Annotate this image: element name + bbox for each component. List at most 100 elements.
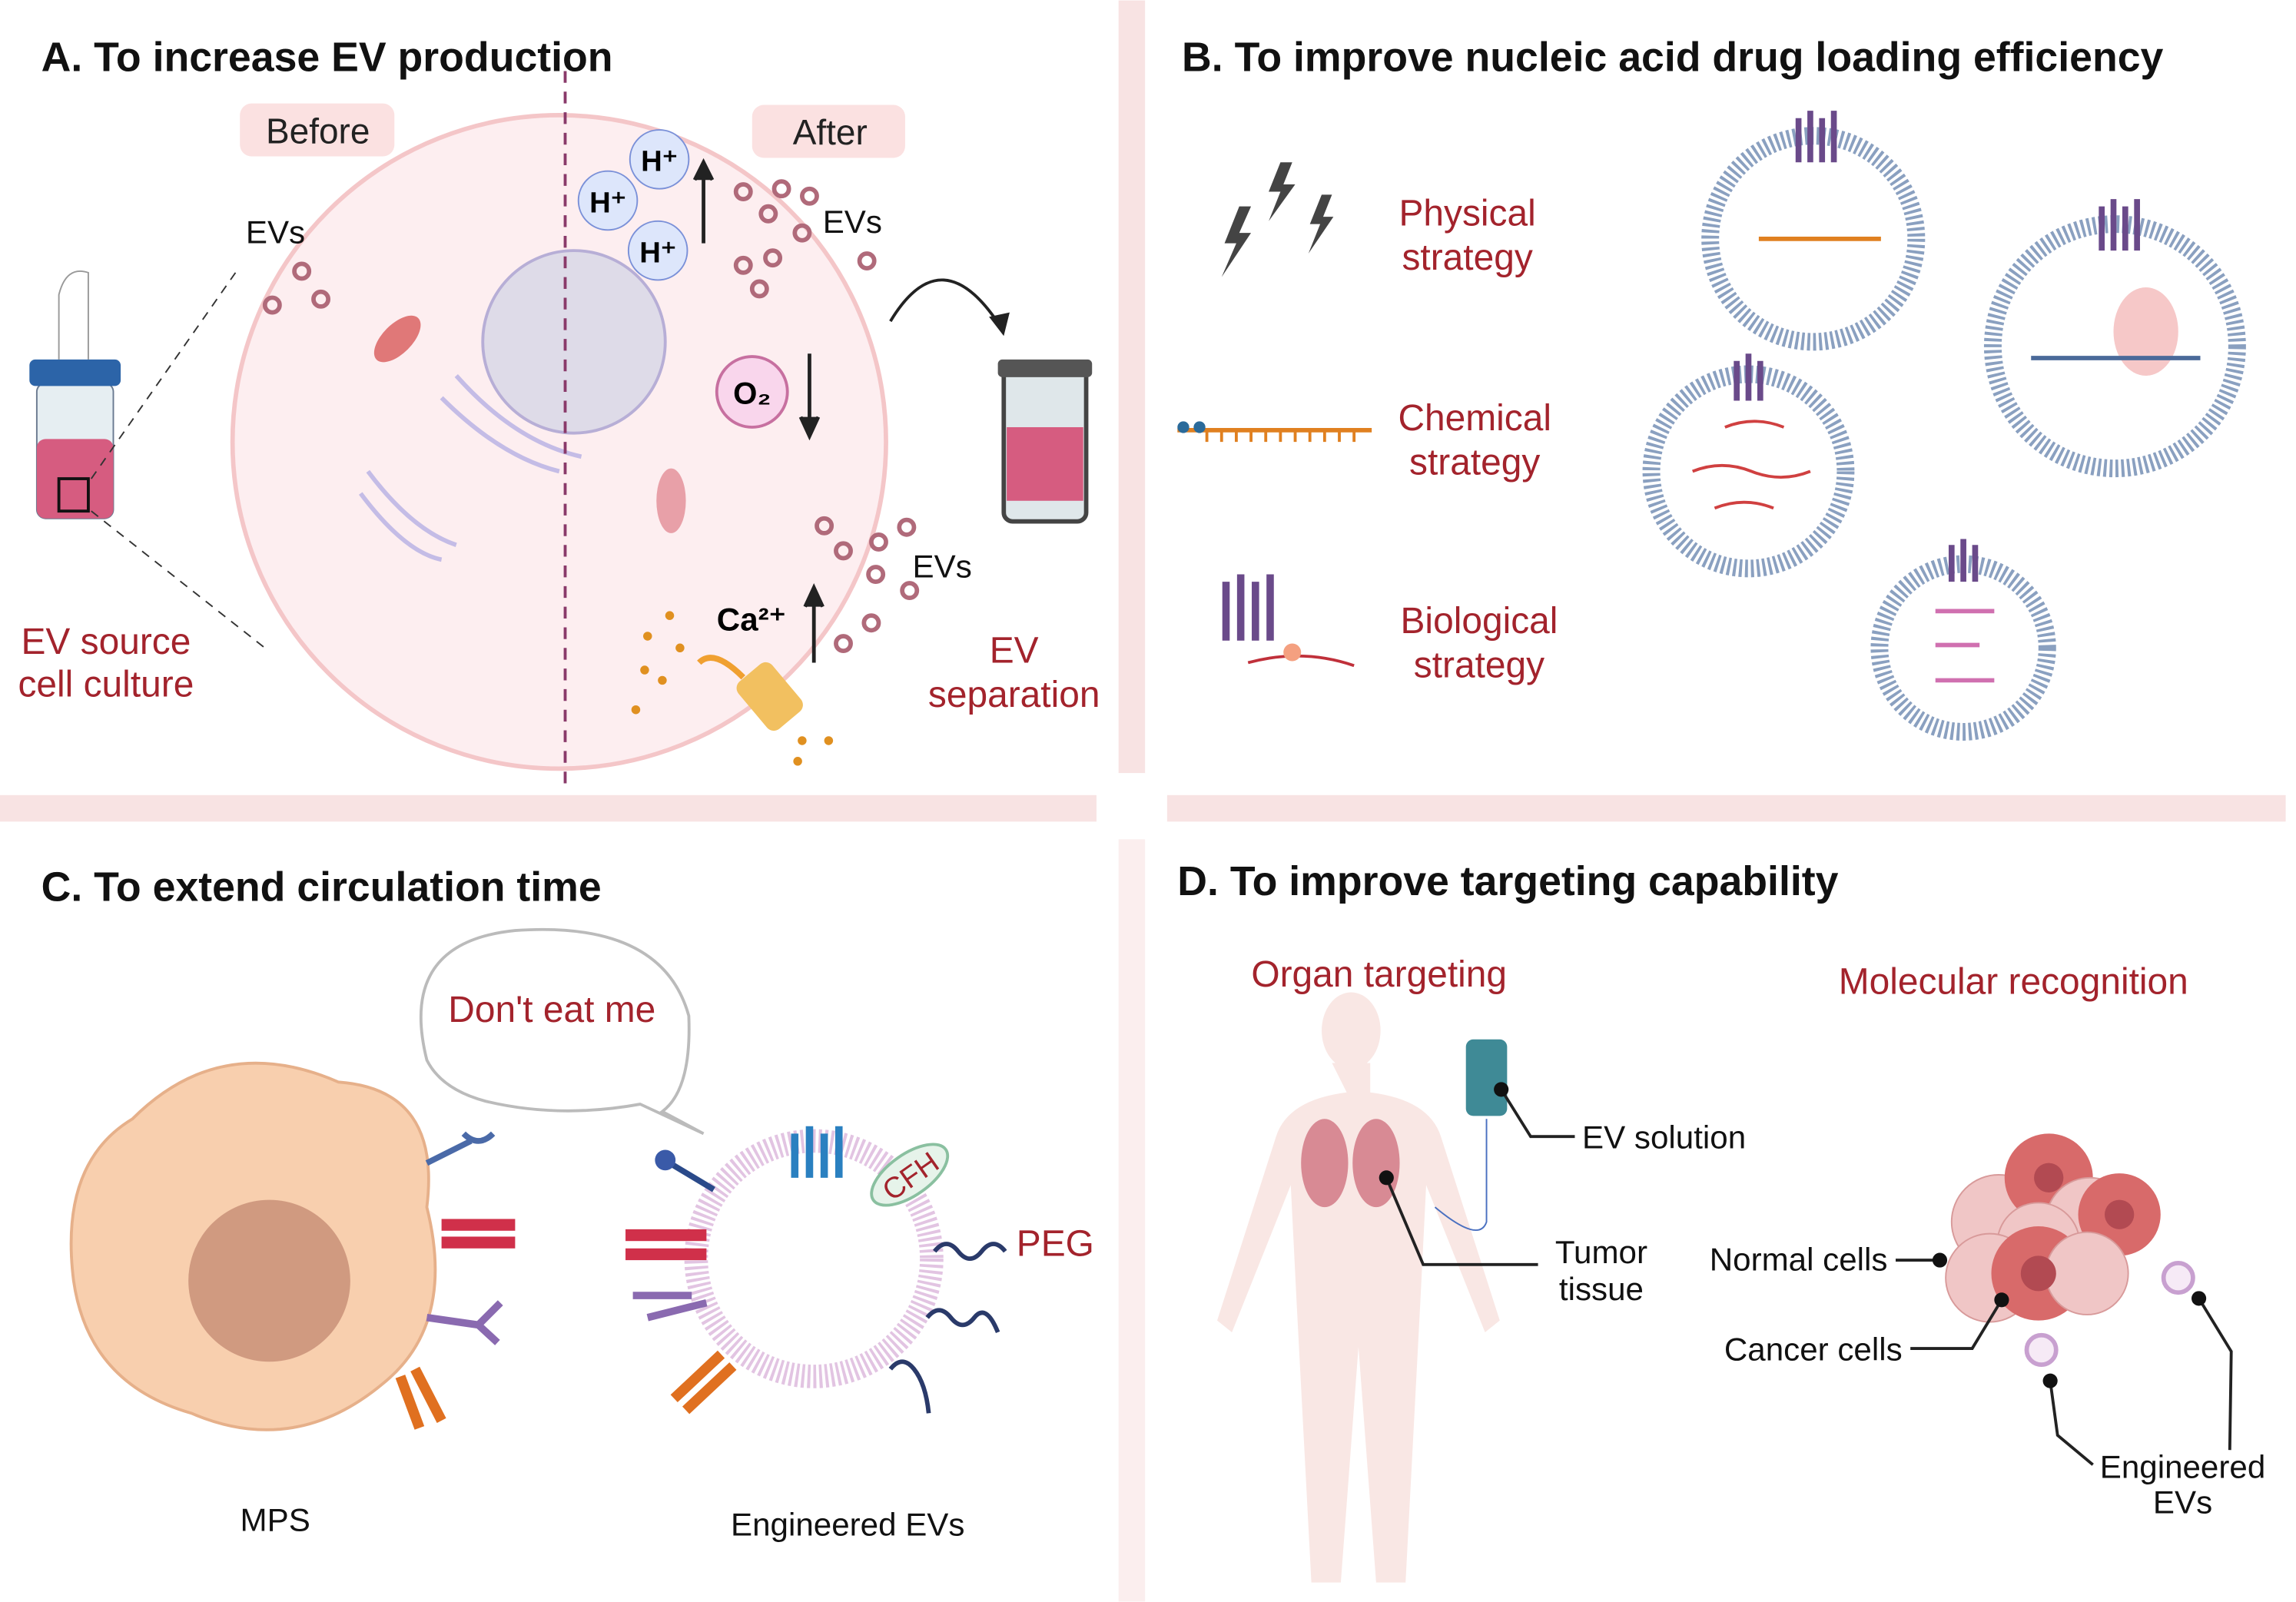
- physical-strategy-label: strategy: [1402, 237, 1532, 278]
- physical-strategy-label: Physical: [1399, 194, 1535, 234]
- divider-vertical-bottom: [1118, 839, 1146, 1602]
- leader-line: [2049, 1380, 2094, 1466]
- mps-label: MPS: [241, 1502, 310, 1538]
- leader-line: [2197, 1297, 2233, 1451]
- panel-d: D. To improve targeting capability Organ…: [1177, 858, 2265, 1583]
- before-label: Before: [266, 111, 370, 151]
- cd47: [625, 1229, 707, 1242]
- engineered-evs-label: Engineered: [2100, 1449, 2265, 1485]
- h-plus-label: H⁺: [639, 236, 676, 269]
- peg-chains: [888, 1242, 1007, 1414]
- panel-a-title: A. To increase EV production: [41, 34, 613, 80]
- arrowhead: [989, 312, 1010, 337]
- curved-arrow-icon: [889, 278, 1003, 328]
- leader-line: [1910, 1299, 2003, 1350]
- divider-horizontal-right: [1166, 794, 2286, 822]
- normal-cells-label: Normal cells: [1710, 1242, 1888, 1278]
- engineered-ev: [684, 1129, 944, 1388]
- ca-label: Ca²⁺: [717, 601, 786, 637]
- biological-strategy-label: strategy: [1414, 645, 1544, 686]
- panel-b: B. To improve nucleic acid drug loading …: [1177, 34, 2246, 741]
- ligand-head: [655, 1149, 676, 1171]
- divider-vertical-top: [1118, 0, 1146, 774]
- ligand: [670, 1350, 737, 1415]
- leader-dot: [1994, 1292, 2009, 1308]
- peg-label: PEG: [1017, 1223, 1094, 1264]
- receptors: [395, 1131, 516, 1430]
- cell-cluster: [1945, 1133, 2161, 1323]
- ev-particles: [262, 179, 920, 654]
- biological-strategy-label: Biological: [1401, 601, 1558, 642]
- after-badge: [752, 104, 905, 158]
- nucleus: [481, 249, 667, 435]
- mitochondrion: [656, 468, 686, 533]
- cfh-protein: [870, 1143, 950, 1207]
- lung: [1352, 1119, 1400, 1208]
- engineered-ev-particles: [2024, 1261, 2195, 1367]
- arrow-up-icon: [692, 158, 715, 244]
- iv-bag-icon: [1465, 1039, 1508, 1116]
- leader-dot: [2042, 1373, 2058, 1388]
- molecular-recognition-label: Molecular recognition: [1839, 961, 2188, 1002]
- speech-bubble: [419, 927, 705, 1136]
- cancer-cells-label: Cancer cells: [1724, 1331, 1903, 1367]
- macrophage-nucleus: [188, 1199, 350, 1362]
- engineered-evs-label: Engineered EVs: [731, 1506, 964, 1542]
- separation-device-icon: [997, 359, 1093, 524]
- divider-horizontal-left: [0, 794, 1097, 822]
- chemical-strategy-label: Chemical: [1398, 398, 1551, 439]
- membrane-protein: [791, 1126, 843, 1178]
- mitochondrion: [373, 315, 421, 363]
- chemical-oligo-icon: [1177, 421, 1372, 443]
- o2-label: O₂: [733, 376, 771, 410]
- arrow-down-icon: [798, 353, 821, 441]
- h-plus-label: H⁺: [641, 145, 678, 178]
- arrow-icon: [697, 655, 745, 680]
- separation-label: EV: [990, 630, 1039, 671]
- engineered-evs-label: EVs: [2153, 1484, 2212, 1521]
- zoom-dashed-lines: [90, 272, 266, 649]
- before-badge: [240, 103, 395, 157]
- evs-label: EVs: [823, 204, 882, 240]
- tumor-label: Tumor: [1555, 1234, 1647, 1270]
- h-plus-ions: H⁺ H⁺ H⁺: [577, 129, 690, 281]
- leader-dot: [1932, 1252, 1948, 1268]
- leader-line: [1385, 1177, 1538, 1266]
- loaded-ev-vesicles: [1642, 127, 2246, 741]
- cell: [230, 113, 888, 771]
- panel-a: A. To increase EV production Before Afte…: [18, 34, 1100, 788]
- cd47: [625, 1248, 707, 1261]
- lung: [1301, 1119, 1349, 1208]
- evs-label: EVs: [246, 214, 305, 250]
- leader-dot: [2191, 1291, 2207, 1306]
- o2-molecule: [715, 355, 789, 429]
- leader-dot: [1494, 1082, 1509, 1097]
- bioreactor-icon: [29, 270, 121, 519]
- source-label: EV source: [21, 622, 191, 662]
- calcium-channel: [736, 662, 803, 731]
- panel-d-title: D. To improve targeting capability: [1177, 858, 1838, 904]
- cargo-rna: [1935, 609, 1995, 683]
- source-label: cell culture: [18, 665, 194, 705]
- organ-targeting-label: Organ targeting: [1251, 954, 1507, 995]
- tumor-label: tissue: [1559, 1271, 1644, 1307]
- biological-protein-icon: [1222, 574, 1355, 668]
- panel-c-title: C. To extend circulation time: [41, 864, 602, 910]
- antibody: [632, 1292, 708, 1322]
- arrow-up-icon: [803, 583, 825, 663]
- panel-b-title: B. To improve nucleic acid drug loading …: [1182, 34, 2163, 80]
- ligand: [668, 1160, 715, 1192]
- leader-dot: [1379, 1170, 1394, 1186]
- calcium-ions: [631, 611, 834, 766]
- cargo-rna: [1691, 420, 1811, 510]
- ev-solution-label: EV solution: [1582, 1119, 1746, 1156]
- panel-c: C. To extend circulation time Don't eat …: [41, 864, 1094, 1543]
- chemical-strategy-label: strategy: [1409, 442, 1540, 483]
- membrane-proteins: [1734, 111, 2140, 582]
- cargo-protein: [2113, 287, 2178, 376]
- iv-line: [1434, 1119, 1488, 1231]
- lightning-icon: [1221, 162, 1334, 277]
- separation-label: separation: [928, 675, 1100, 715]
- speech-text: Don't eat me: [448, 990, 655, 1030]
